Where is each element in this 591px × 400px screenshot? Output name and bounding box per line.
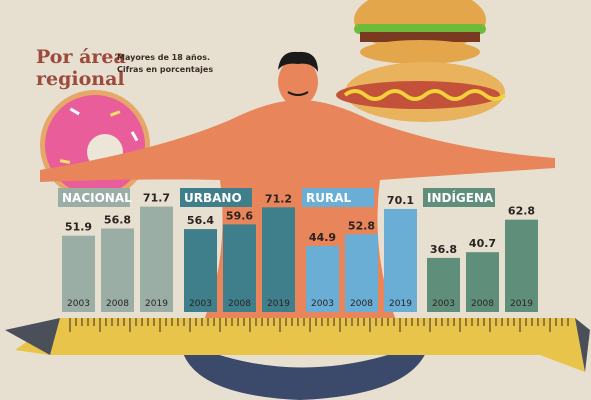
bar-0-0 <box>62 235 95 312</box>
measuring-tape <box>5 318 590 372</box>
value-label-3-2: 62.8 <box>508 205 535 218</box>
year-label-1-0: 2003 <box>189 299 212 309</box>
group-label-3: INDÍGENA <box>427 190 494 205</box>
group-label-0: NACIONAL <box>62 191 132 205</box>
donut-illustration <box>40 90 150 200</box>
bar-3-0 <box>427 257 460 312</box>
value-label-0-1: 56.8 <box>104 214 131 227</box>
value-label-1-0: 56.4 <box>187 214 214 227</box>
person-illustration <box>40 51 555 400</box>
value-label-2-0: 44.9 <box>309 231 336 244</box>
bar-2-1 <box>345 234 378 312</box>
bar-3-1 <box>466 252 499 312</box>
group-label-1: URBANO <box>184 191 242 205</box>
value-label-0-2: 71.7 <box>143 192 170 205</box>
group-label-bg-2 <box>302 188 374 207</box>
value-label-1-1: 59.6 <box>226 209 253 222</box>
year-label-1-1: 2008 <box>228 299 251 309</box>
chart-subtitle: Mayores de 18 años. Cifras en porcentaje… <box>117 53 214 74</box>
value-label-2-1: 52.8 <box>348 219 375 232</box>
hotdog-illustration <box>336 62 507 122</box>
group-label-bg-1 <box>180 188 252 207</box>
year-label-0-0: 2003 <box>67 299 90 309</box>
bar-2-0 <box>306 245 339 312</box>
year-label-2-1: 2008 <box>350 299 373 309</box>
year-label-2-2: 2019 <box>389 299 412 309</box>
value-label-2-2: 70.1 <box>387 194 414 207</box>
chart-title: Por área regional <box>36 46 126 90</box>
burger-illustration <box>354 0 486 64</box>
group-label-bg-3 <box>423 188 495 207</box>
group-label-2: RURAL <box>306 191 352 205</box>
bar-1-2 <box>262 207 295 312</box>
year-label-3-1: 2008 <box>471 299 494 309</box>
value-label-3-1: 40.7 <box>469 237 496 250</box>
year-label-2-0: 2003 <box>311 299 334 309</box>
value-label-3-0: 36.8 <box>430 243 457 256</box>
value-label-1-2: 71.2 <box>265 192 292 205</box>
bar-1-1 <box>223 224 256 312</box>
year-label-0-1: 2008 <box>106 299 129 309</box>
bar-chart: NACIONAL 51.9 2003 56.8 2008 71.7 2019 URBANO 56… <box>58 188 538 312</box>
bar-0-2 <box>140 206 173 312</box>
bar-2-2 <box>384 208 417 312</box>
value-label-0-0: 51.9 <box>65 221 92 234</box>
bar-3-2 <box>505 219 538 312</box>
bar-1-0 <box>184 229 217 312</box>
bar-0-1 <box>101 228 134 312</box>
year-label-3-2: 2019 <box>510 299 533 309</box>
year-label-3-0: 2003 <box>432 299 455 309</box>
group-label-bg-0 <box>58 188 130 207</box>
year-label-1-2: 2019 <box>267 299 290 309</box>
year-label-0-2: 2019 <box>145 299 168 309</box>
